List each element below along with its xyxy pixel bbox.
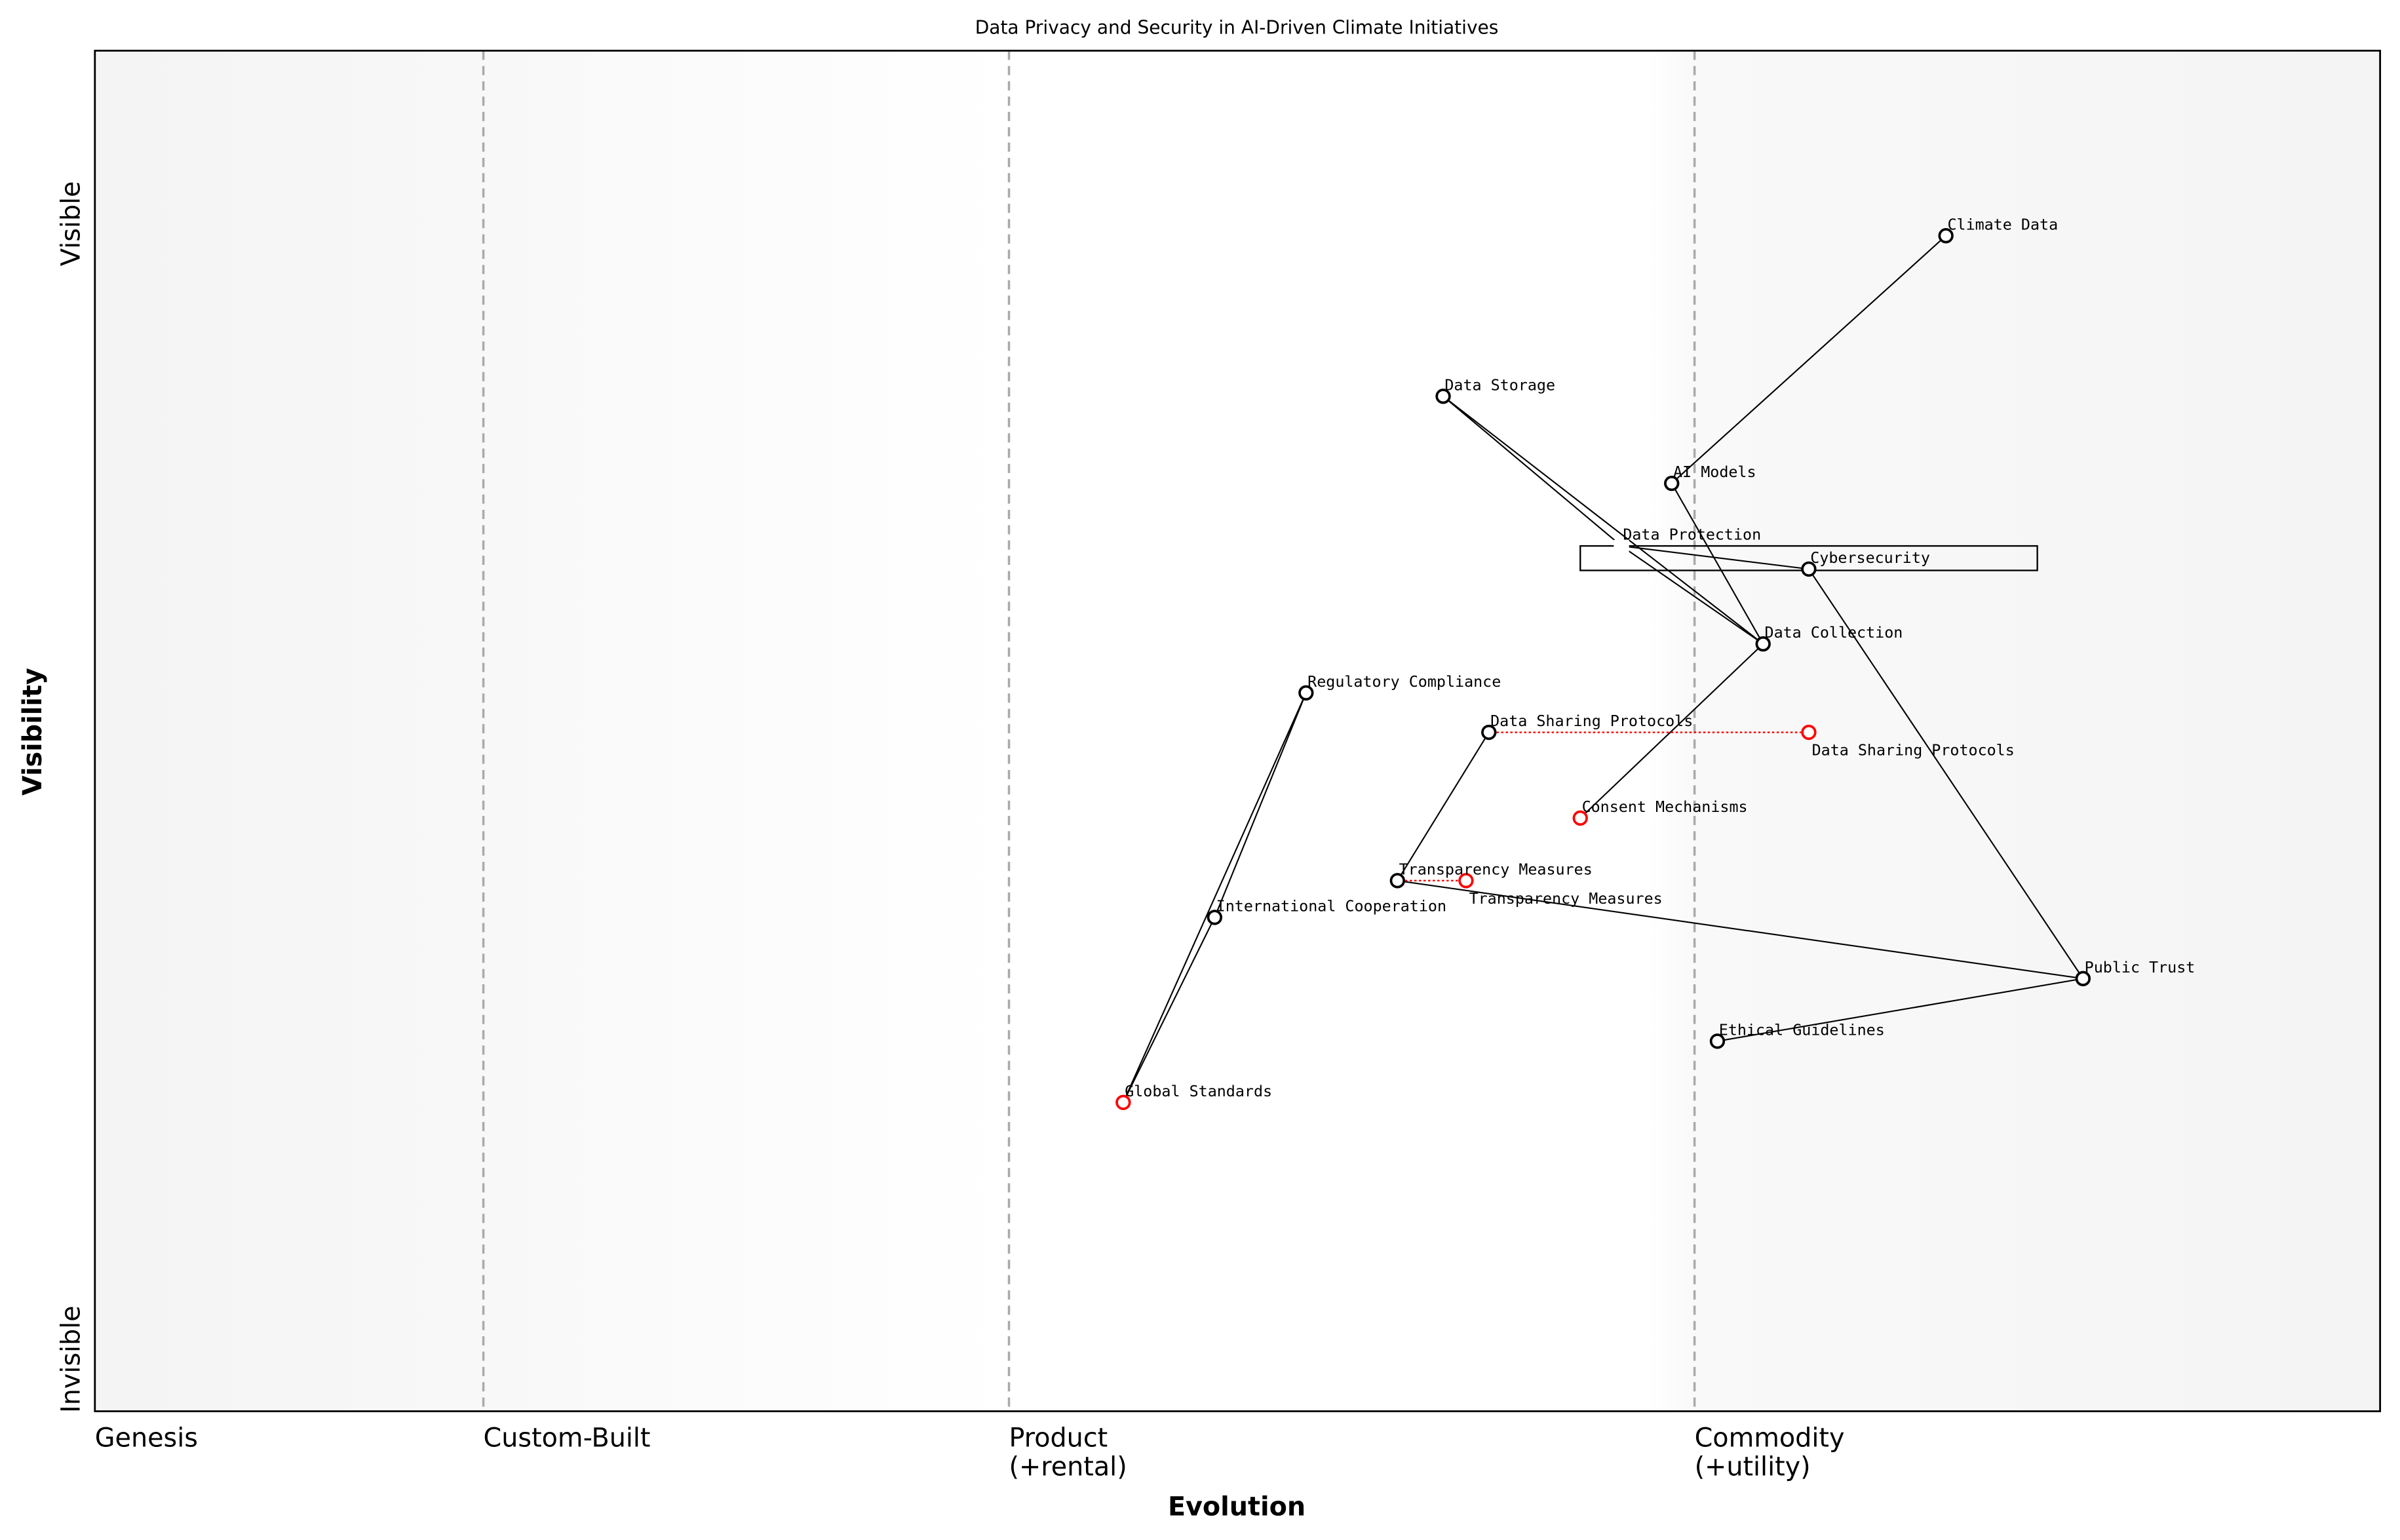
link-line: [1442, 395, 1622, 547]
evolved-label: Transparency Measures: [1469, 889, 1663, 908]
evolved-node: [1801, 724, 1817, 741]
link-line: [1397, 879, 2083, 980]
link-line: [1122, 692, 1307, 1103]
component-label: Climate Data: [1947, 215, 2058, 233]
link-line: [1621, 545, 1810, 570]
component-node: [1389, 873, 1405, 889]
component-label: Regulatory Compliance: [1307, 672, 1501, 691]
component-label: Consent Mechanisms: [1582, 798, 1748, 816]
link-line: [1579, 643, 1764, 819]
y-bottom-label: Invisible: [56, 1305, 86, 1413]
component-label: International Cooperation: [1216, 897, 1446, 915]
link-line: [1122, 917, 1216, 1103]
component-label: Cybersecurity: [1810, 549, 1930, 567]
component-label: Data Sharing Protocols: [1490, 712, 1693, 730]
node-mask: [1614, 539, 1629, 552]
plot-area: [94, 50, 2380, 1412]
plot-frame: [94, 49, 2382, 1412]
component-label: AI Models: [1673, 463, 1756, 481]
y-axis-label: Visibility: [18, 668, 48, 796]
component-node: [1709, 1033, 1726, 1049]
link-line: [1621, 545, 1764, 645]
stage-label: Custom-Built: [484, 1423, 651, 1453]
component-label: Data Storage: [1444, 375, 1555, 394]
stage-label: Genesis: [95, 1423, 198, 1453]
component-node: [1298, 685, 1314, 701]
component-node: [1481, 724, 1497, 741]
link-line: [1442, 395, 1764, 645]
link-line: [1671, 235, 1946, 484]
link-line: [1214, 692, 1307, 918]
x-axis-label: Evolution: [1168, 1492, 1306, 1522]
component-label: Public Trust: [2085, 958, 2196, 976]
component-node: [1938, 228, 1954, 244]
map-title: Data Privacy and Security in AI-Driven C…: [975, 17, 1499, 39]
evolved-node: [1458, 873, 1474, 889]
component-label: Data Collection: [1765, 623, 1903, 642]
link-line: [1671, 483, 1764, 645]
component-node: [1207, 910, 1223, 925]
stage-label: Commodity (+utility): [1695, 1423, 1845, 1482]
stage-label: Product (+rental): [1009, 1423, 1127, 1482]
component-node: [1801, 561, 1817, 577]
evolved-label: Data Sharing Protocols: [1812, 741, 2015, 760]
component-label: Data Protection: [1623, 526, 1761, 544]
component-label: Transparency Measures: [1399, 860, 1593, 878]
component-node: [1572, 810, 1588, 826]
component-node: [1115, 1094, 1131, 1110]
component-node: [1755, 636, 1771, 652]
component-node: [2075, 971, 2091, 986]
component-label: Ethical Guidelines: [1719, 1020, 1885, 1039]
y-top-label: Visible: [56, 181, 86, 266]
component-node: [1664, 475, 1680, 491]
link-line: [1717, 978, 2083, 1042]
link-line: [1397, 731, 1490, 881]
component-label: Global Standards: [1125, 1082, 1272, 1100]
component-node: [1435, 389, 1451, 404]
link-line: [1808, 568, 2084, 979]
